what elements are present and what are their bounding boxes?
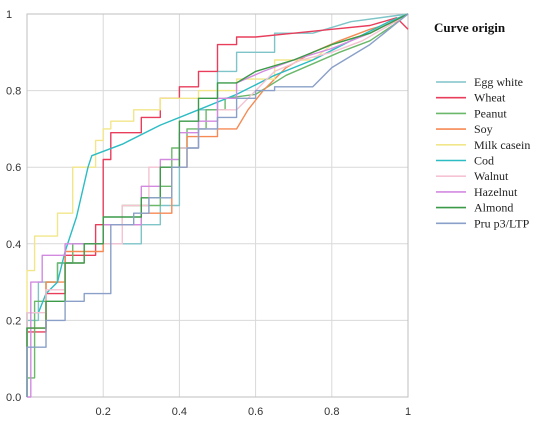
series-line-9	[26, 13, 409, 397]
y-tick-label: 0.4	[6, 239, 21, 251]
y-tick-label: 1	[6, 9, 12, 21]
tick-labels: 0.2 0.4 0.6 0.8 1 0.0 0.2 0.4 0.6 0.8 1	[6, 9, 411, 418]
y-tick-label: 0.8	[6, 86, 21, 98]
x-tick-label: 0.4	[172, 406, 187, 418]
series-lines	[26, 13, 409, 398]
legend-label: Almond	[474, 201, 513, 215]
series-line-8	[27, 13, 409, 398]
legend-label: Cod	[474, 154, 494, 168]
series-line-6	[26, 13, 409, 397]
legend-title: Curve origin	[434, 20, 506, 35]
legend-label: Pru p3/LTP	[474, 216, 530, 230]
plot-frame	[26, 13, 409, 398]
legend-label: Egg white	[474, 75, 523, 89]
x-tick-label: 0.2	[96, 406, 111, 418]
axes	[26, 13, 409, 398]
x-tick-label: 1	[405, 406, 411, 418]
legend-label: Peanut	[474, 106, 507, 120]
legend-label: Milk casein	[474, 138, 530, 152]
y-tick-label: 0.0	[6, 392, 21, 404]
y-tick-label: 0.2	[6, 315, 21, 327]
x-tick-label: 0.8	[324, 406, 339, 418]
x-tick-label: 0.6	[248, 406, 263, 418]
series-line-5	[26, 13, 409, 397]
legend-label: Wheat	[474, 91, 506, 105]
y-tick-label: 0.6	[6, 162, 21, 174]
legend-label: Hazelnut	[474, 185, 518, 199]
series-line-10	[26, 13, 409, 397]
legend-label: Walnut	[474, 169, 509, 183]
legend-label: Soy	[474, 122, 493, 136]
